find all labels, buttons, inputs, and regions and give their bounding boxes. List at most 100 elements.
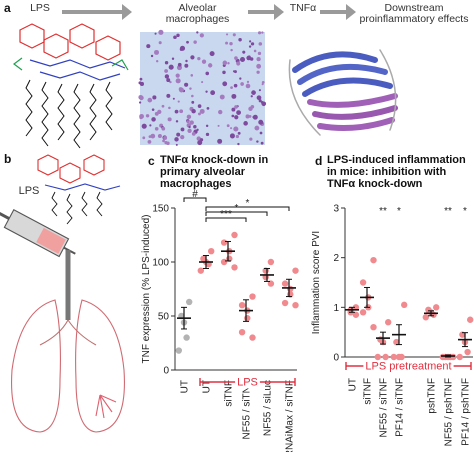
cell <box>222 70 226 75</box>
sig-bracket <box>205 206 290 211</box>
data-point <box>370 256 377 264</box>
cell <box>193 125 197 129</box>
data-point <box>422 314 429 321</box>
panel-label: a <box>4 1 11 15</box>
y-tick-label: 0 <box>333 353 339 364</box>
cell <box>154 111 159 116</box>
cell <box>205 71 210 76</box>
cell <box>207 63 213 68</box>
sig-mark: * <box>235 203 239 214</box>
cell <box>256 56 261 62</box>
cell <box>205 124 209 128</box>
panel-label: b <box>4 152 12 166</box>
cell <box>236 61 241 66</box>
cell <box>177 100 180 103</box>
x-tick-label: NF55 / pshTNF <box>444 378 455 446</box>
data-point <box>464 348 471 356</box>
cell <box>248 106 253 111</box>
cell <box>198 112 201 116</box>
data-point <box>390 353 397 361</box>
cell <box>184 63 189 68</box>
x-tick-label: UT <box>202 380 213 393</box>
x-tick-label: siTNF <box>363 378 374 405</box>
data-point <box>385 319 392 326</box>
cell <box>258 89 261 92</box>
cell <box>225 33 229 36</box>
cell <box>225 41 229 45</box>
cell <box>185 59 188 63</box>
y-tick-label: 2 <box>333 253 339 264</box>
cell <box>238 37 242 42</box>
cell <box>154 49 160 55</box>
cell <box>191 131 196 136</box>
data-point <box>456 353 463 361</box>
x-tick-label: NF55 / siLuc <box>263 380 274 436</box>
cell <box>164 69 168 73</box>
cell <box>232 70 235 73</box>
cell <box>201 81 204 84</box>
cell <box>146 44 151 49</box>
data-point <box>231 231 238 239</box>
cell <box>254 125 260 131</box>
cell <box>142 136 146 140</box>
panel-b-label: LPS <box>18 185 40 197</box>
cell <box>201 59 207 64</box>
cell <box>257 51 262 56</box>
sig-mark: ** <box>379 206 387 217</box>
cell <box>253 49 257 53</box>
cell <box>189 120 194 125</box>
histology-image <box>140 32 265 145</box>
cell <box>157 133 162 138</box>
y-tick-label: 0 <box>163 366 169 377</box>
cell <box>217 124 220 127</box>
cell <box>240 56 246 63</box>
cell <box>236 110 241 115</box>
cell <box>191 108 196 114</box>
cell <box>250 95 253 98</box>
cell <box>210 90 216 96</box>
cell <box>256 63 262 69</box>
cell <box>250 42 255 46</box>
cell <box>233 83 238 88</box>
cell <box>168 106 171 110</box>
data-point <box>231 264 238 271</box>
data-point <box>292 302 299 309</box>
cell <box>164 61 169 65</box>
cell <box>229 41 233 46</box>
y-tick-label: 150 <box>152 204 169 215</box>
data-point <box>183 334 190 341</box>
cell <box>147 97 153 103</box>
cell <box>227 62 230 65</box>
cell <box>197 140 203 146</box>
sig-bracket <box>183 197 207 202</box>
data-point <box>281 299 289 307</box>
cell <box>258 99 262 103</box>
cell <box>226 124 230 128</box>
cell <box>190 55 195 60</box>
chart-title: LPS-induced inflammation in mice: inhibi… <box>327 154 466 190</box>
data-point <box>220 258 228 266</box>
cell <box>261 31 264 34</box>
cell <box>145 114 150 118</box>
data-point <box>281 280 289 287</box>
cell <box>149 124 152 127</box>
protein-structure <box>288 49 398 136</box>
cell <box>166 78 171 83</box>
cell <box>179 87 184 93</box>
cell <box>222 60 228 66</box>
flow-step: TNFα <box>289 2 317 14</box>
group-label-bg <box>363 360 454 373</box>
cell <box>162 139 165 143</box>
cell <box>231 107 236 112</box>
data-point <box>186 298 193 306</box>
flow-arrows <box>62 4 356 20</box>
cell <box>158 41 162 45</box>
sig-bracket <box>205 211 268 216</box>
data-point <box>467 316 474 323</box>
cell <box>248 114 252 118</box>
cell <box>245 114 250 119</box>
cell <box>251 90 256 95</box>
sig-mark: *** <box>220 209 232 220</box>
cell <box>234 105 238 109</box>
